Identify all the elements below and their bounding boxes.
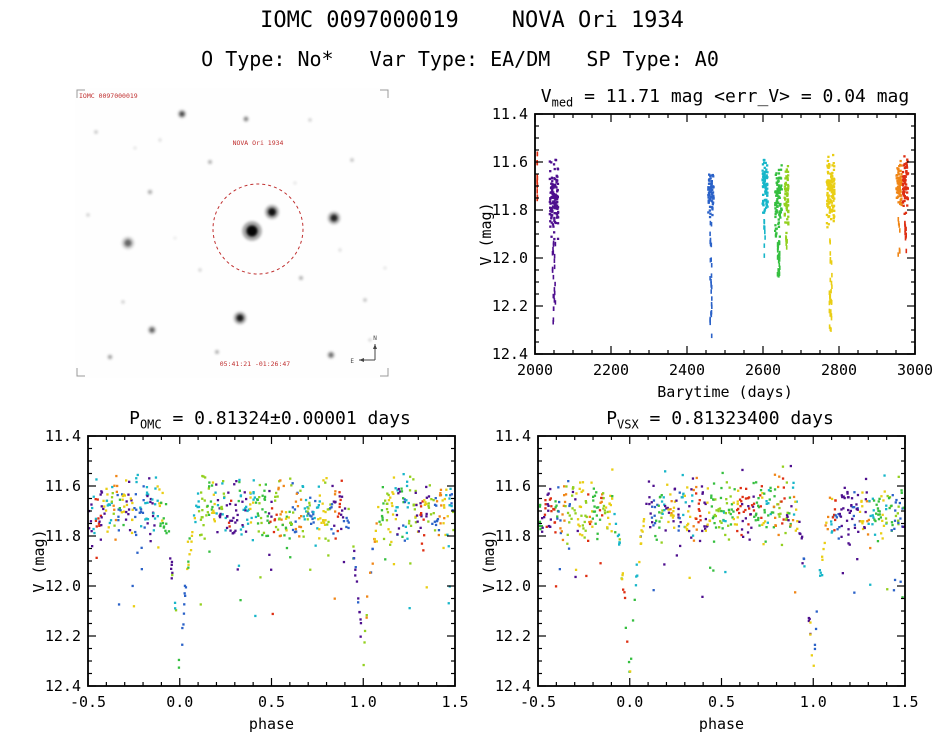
title-fragment: V xyxy=(540,86,552,107)
svg-text:1.0: 1.0 xyxy=(800,693,827,711)
svg-text:1.5: 1.5 xyxy=(441,693,468,711)
svg-text:12.0: 12.0 xyxy=(495,577,531,595)
svg-text:05:41:21 -01:26:47: 05:41:21 -01:26:47 xyxy=(220,360,291,368)
svg-text:12.2: 12.2 xyxy=(45,627,81,645)
svg-text:-0.5: -0.5 xyxy=(70,693,106,711)
title-subscript: OMC xyxy=(139,417,162,432)
svg-text:12.4: 12.4 xyxy=(495,677,531,695)
svg-text:11.4: 11.4 xyxy=(492,105,528,123)
svg-text:N: N xyxy=(373,335,377,342)
svg-text:11.6: 11.6 xyxy=(492,153,528,171)
title-fragment: = 11.71 mag <err_V> = 0.04 mag xyxy=(573,86,910,107)
svg-text:V (mag): V (mag) xyxy=(30,529,48,592)
svg-text:11.6: 11.6 xyxy=(495,477,531,495)
svg-text:11.4: 11.4 xyxy=(495,428,531,445)
title-fragment: P xyxy=(606,408,618,429)
svg-text:2400: 2400 xyxy=(669,361,705,379)
svg-text:2800: 2800 xyxy=(821,361,857,379)
svg-text:V (mag): V (mag) xyxy=(477,202,495,265)
title-fragment: = 0.81324±0.00001 days xyxy=(161,408,411,429)
svg-text:2200: 2200 xyxy=(593,361,629,379)
lightcurve-title: Vmed = 11.71 mag <err_V> = 0.04 mag xyxy=(505,86,944,110)
svg-text:11.8: 11.8 xyxy=(45,527,81,545)
svg-text:-0.5: -0.5 xyxy=(520,693,556,711)
phase-vsx-title: PVSX = 0.81323400 days xyxy=(500,408,940,432)
title-fragment: P xyxy=(129,408,140,429)
svg-text:12.0: 12.0 xyxy=(492,249,528,267)
title-fragment: = 0.81323400 days xyxy=(638,408,834,429)
svg-text:V (mag): V (mag) xyxy=(480,529,498,592)
page-subtitle: O Type: No* Var Type: EA/DM SP Type: A0 xyxy=(201,47,719,71)
title-subscript: med xyxy=(551,95,574,110)
svg-text:11.4: 11.4 xyxy=(45,428,81,445)
finding-chart-image: IOMC 0097000019 NOVA Ori 1934 05:41:21 -01… xyxy=(75,88,390,378)
svg-text:0.0: 0.0 xyxy=(616,693,643,711)
svg-text:11.6: 11.6 xyxy=(45,477,81,495)
svg-text:12.2: 12.2 xyxy=(495,627,531,645)
svg-text:phase: phase xyxy=(249,715,294,733)
svg-text:0.5: 0.5 xyxy=(708,693,735,711)
svg-text:3000: 3000 xyxy=(897,361,933,379)
svg-text:11.8: 11.8 xyxy=(492,201,528,219)
svg-text:12.4: 12.4 xyxy=(45,677,81,695)
svg-text:phase: phase xyxy=(699,715,744,733)
svg-text:Barytime (days): Barytime (days) xyxy=(657,383,792,401)
phase-omc-plot: -0.5 0.0 0.5 1.0 1.5 11.4 11.6 11.8 12.0 12.2 12.4… xyxy=(30,428,469,733)
svg-text:2000: 2000 xyxy=(517,361,553,379)
svg-text:NOVA Ori 1934: NOVA Ori 1934 xyxy=(233,139,284,147)
svg-text:12.2: 12.2 xyxy=(492,297,528,315)
lightcurve-plot: 2000 2200 2400 2600 2800 3000 11.4 11.6 11.8 12.0… xyxy=(477,105,933,401)
page-title: IOMC 0097000019 NOVA Ori 1934 xyxy=(260,8,684,33)
svg-text:E: E xyxy=(350,358,354,365)
svg-text:12.4: 12.4 xyxy=(492,345,528,363)
svg-text:0.5: 0.5 xyxy=(258,693,285,711)
svg-text:2600: 2600 xyxy=(745,361,781,379)
phase-omc-title: POMC = 0.81324±0.00001 days xyxy=(50,408,490,432)
phase-vsx-plot: -0.5 0.0 0.5 1.0 1.5 11.4 11.6 11.8 12.0 12.2 12.4… xyxy=(480,428,919,733)
title-subscript: VSX xyxy=(617,417,639,432)
svg-text:0.0: 0.0 xyxy=(166,693,193,711)
svg-text:11.8: 11.8 xyxy=(495,527,531,545)
svg-text:1.0: 1.0 xyxy=(350,693,377,711)
svg-text:12.0: 12.0 xyxy=(45,577,81,595)
svg-text:IOMC 0097000019: IOMC 0097000019 xyxy=(79,92,138,100)
svg-text:1.5: 1.5 xyxy=(891,693,918,711)
